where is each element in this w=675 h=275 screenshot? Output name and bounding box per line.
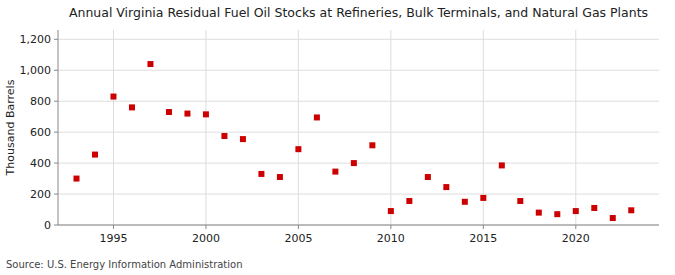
axes: 0 200 400 600 800 1,000 1,200 1995 2000 2005 2010 2… [20,30,660,245]
point [406,198,412,204]
x-grid-line [575,30,576,225]
point [110,94,116,100]
point [295,146,301,152]
y-tick [54,194,58,195]
point [92,152,98,158]
point [73,176,79,182]
point [443,184,449,190]
x-tick [390,225,391,229]
point [610,215,616,221]
y-grid-line [58,101,659,102]
point [166,109,172,115]
y-grid-line [58,194,659,195]
point [517,198,523,204]
y-tick-label: 800 [30,95,51,108]
y-grid-line [58,70,659,71]
title: Annual Virginia Residual Fuel Oil Stocks… [69,5,648,20]
points [73,61,634,221]
point [591,205,597,211]
point [573,208,579,214]
y-tick [54,39,58,40]
x-grid-line [298,30,299,225]
x-tick-label: 2015 [469,232,497,245]
y-tick-label: 400 [30,157,51,170]
chart: Annual Virginia Residual Fuel Oil Stocks… [0,0,675,275]
y-tick-label: 0 [44,219,51,232]
point [480,195,486,201]
y-tick [54,163,58,164]
x-tick [298,225,299,229]
point [332,169,338,175]
point [388,208,394,214]
y-tick [54,132,58,133]
y-grid-line [58,39,659,40]
x-tick-label: 2020 [562,232,590,245]
x-tick-label: 2005 [284,232,312,245]
y-axis-label: Thousand Barrels [4,79,17,176]
x-grid-line [113,30,114,225]
point [628,207,634,213]
y-tick [54,101,58,102]
point [147,61,153,67]
x-grid-line [205,30,206,225]
x-tick-label: 1995 [99,232,127,245]
point [258,171,264,177]
y-tick-label: 1,000 [20,64,52,77]
y-axis-line [58,30,59,225]
point [462,199,468,205]
x-tick-label: 2010 [377,232,405,245]
point [129,104,135,110]
x-tick [575,225,576,229]
y-grid-line [58,225,659,226]
x-axis-line [58,225,659,226]
point [536,210,542,216]
source-note: Source: U.S. Energy Information Administ… [6,259,243,270]
x-grid-line [390,30,391,225]
point [240,136,246,142]
y-tick-label: 1,200 [20,33,52,46]
y-tick [54,225,58,226]
point [425,174,431,180]
y-tick [54,70,58,71]
point [184,111,190,117]
x-tick [205,225,206,229]
point [554,211,560,217]
y-tick-label: 600 [30,126,51,139]
grid [58,30,659,225]
point [277,174,283,180]
y-grid-line [58,132,659,133]
point [203,111,209,117]
point [221,133,227,139]
x-tick [113,225,114,229]
y-tick-label: 200 [30,188,51,201]
point [314,114,320,120]
point [499,162,505,168]
x-tick-label: 2000 [192,232,220,245]
point [369,142,375,148]
x-tick [483,225,484,229]
y-grid-line [58,163,659,164]
point [351,160,357,166]
